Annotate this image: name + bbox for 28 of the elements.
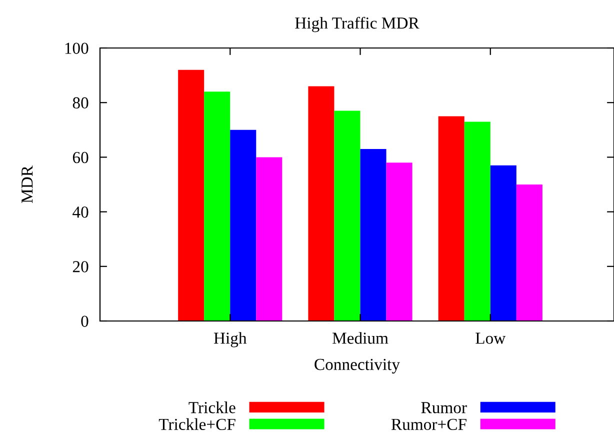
bar bbox=[516, 184, 542, 321]
legend-label: Rumor+CF bbox=[391, 418, 466, 430]
x-tick-label: High bbox=[214, 332, 247, 348]
bar bbox=[438, 116, 464, 321]
bar bbox=[464, 122, 490, 321]
bar bbox=[204, 92, 230, 321]
legend-label: Trickle bbox=[188, 402, 236, 414]
y-tick-label: 20 bbox=[72, 261, 88, 272]
y-tick-label: 60 bbox=[72, 152, 88, 164]
chart-title: High Traffic MDR bbox=[295, 16, 420, 32]
y-axis-title: MDR bbox=[22, 166, 33, 204]
y-tick-label: 0 bbox=[81, 316, 88, 327]
bar bbox=[386, 162, 412, 321]
bar bbox=[308, 86, 334, 321]
bar bbox=[230, 130, 256, 321]
y-tick-label: 40 bbox=[72, 206, 88, 218]
x-axis-title: Connectivity bbox=[314, 358, 400, 374]
y-tick-label: 80 bbox=[72, 97, 88, 109]
bar bbox=[178, 70, 204, 321]
legend-label: Trickle+CF bbox=[158, 418, 236, 430]
bar bbox=[490, 165, 516, 321]
bar bbox=[256, 157, 282, 321]
y-tick-label: 100 bbox=[65, 42, 88, 54]
legend-label: Rumor bbox=[421, 402, 467, 414]
x-tick-label: Low bbox=[476, 332, 506, 344]
x-tick-label: Medium bbox=[332, 332, 388, 344]
bar bbox=[360, 149, 386, 321]
bar bbox=[334, 110, 360, 321]
